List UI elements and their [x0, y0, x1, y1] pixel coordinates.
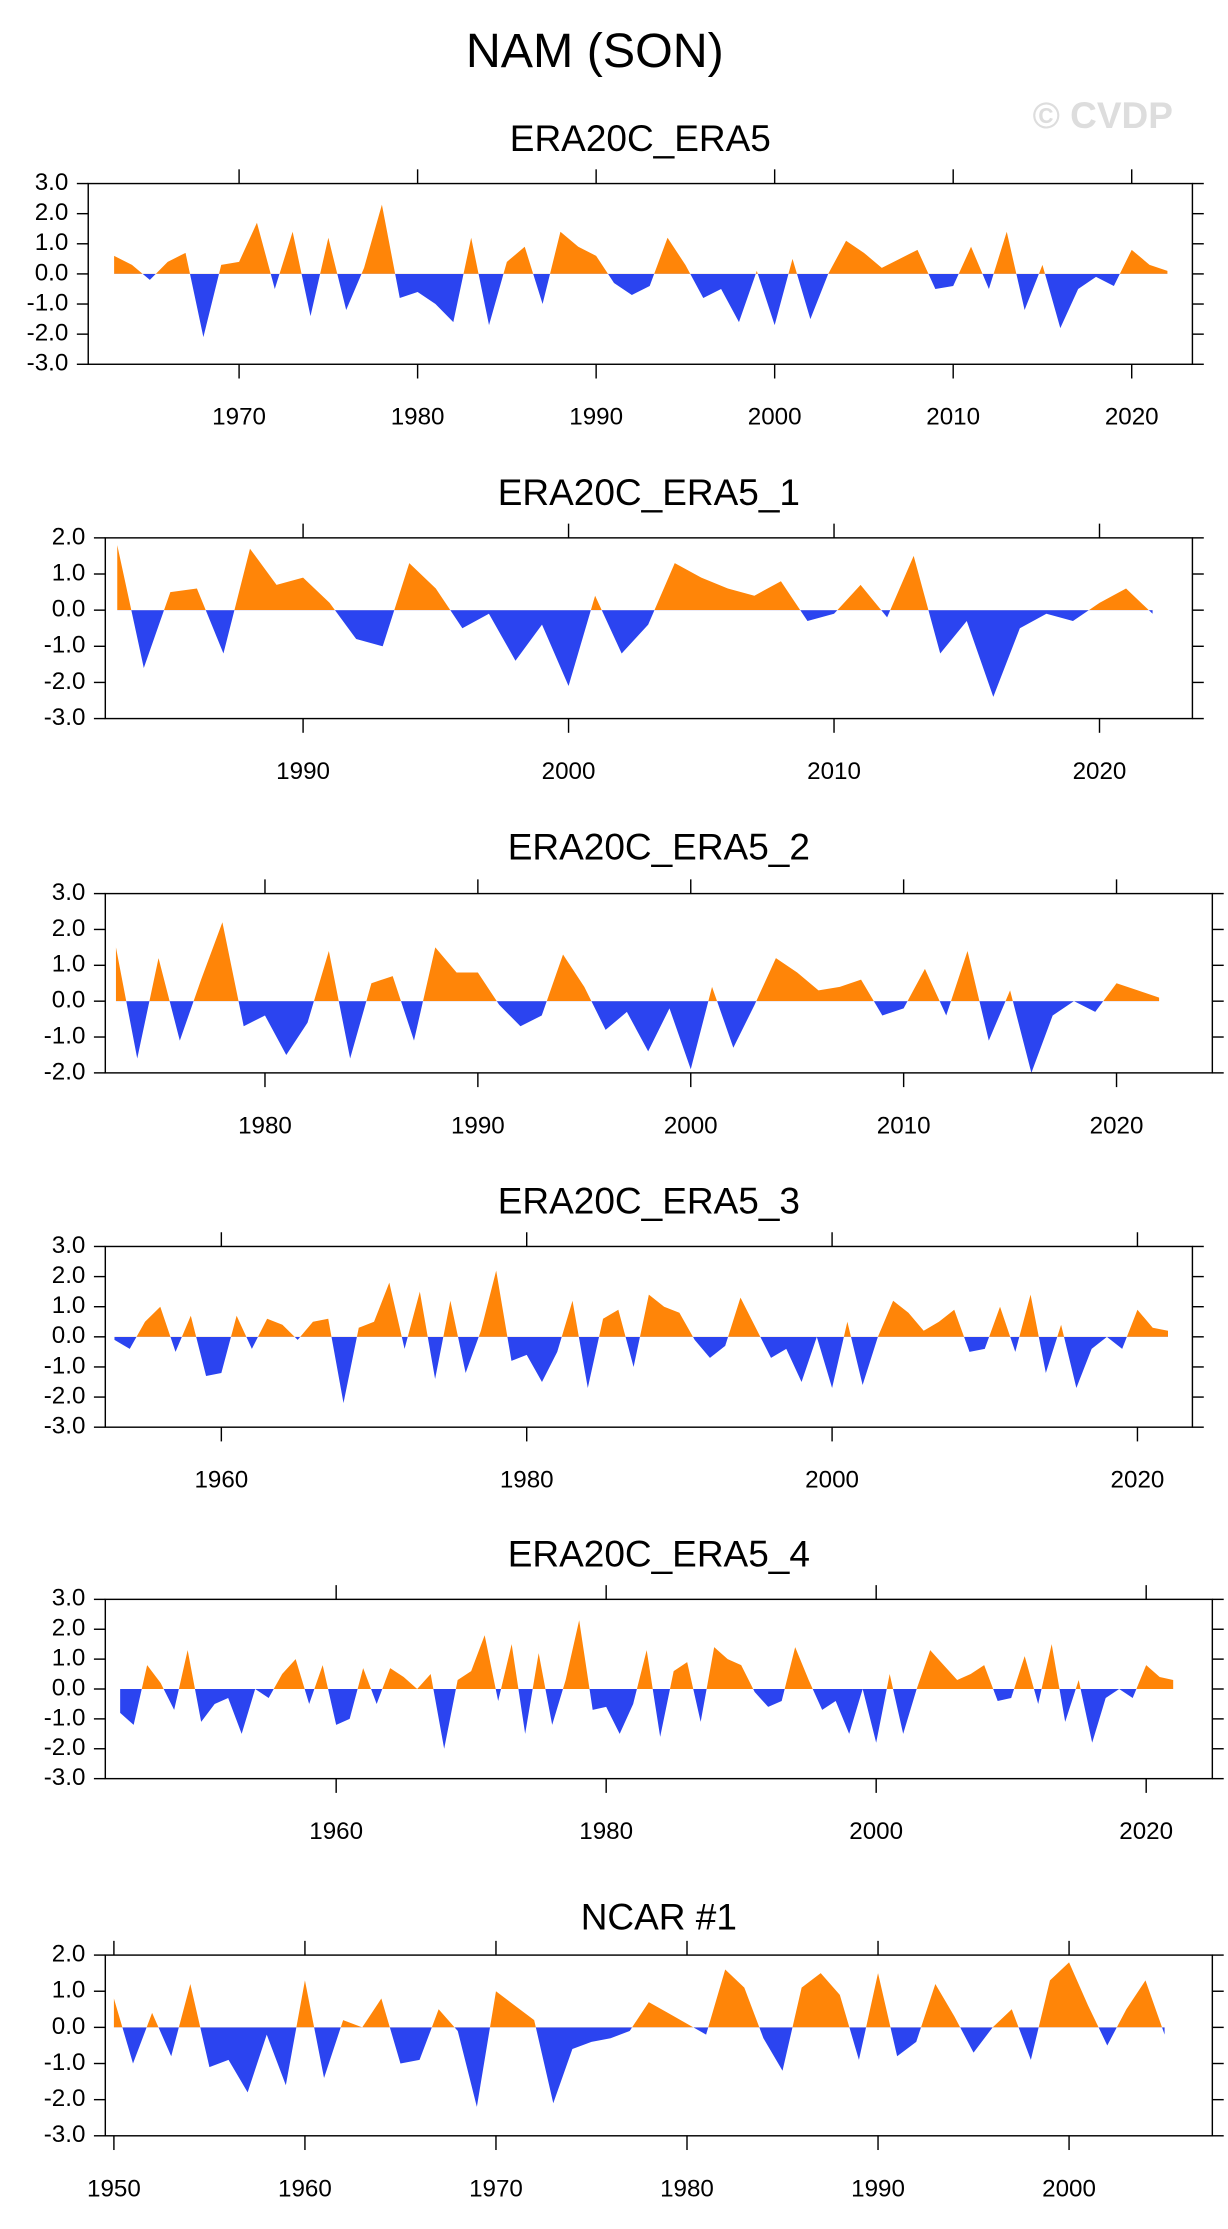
x-tick-label: 2020	[1105, 404, 1159, 431]
panel-title: ERA20C_ERA5_2	[508, 826, 810, 867]
y-tick-label: 0.0	[52, 1674, 86, 1701]
area-above	[114, 1270, 1168, 1337]
y-tick-label: 3.0	[52, 1232, 86, 1259]
y-tick-label: -1.0	[44, 1352, 86, 1379]
y-tick-label: -3.0	[44, 1413, 86, 1440]
y-tick-label: 3.0	[52, 879, 86, 906]
y-tick-label: -1.0	[44, 2049, 86, 2076]
x-tick-label: 2020	[1073, 758, 1127, 785]
x-tick-label: 2000	[748, 404, 802, 431]
y-tick-label: 0.0	[52, 596, 86, 623]
y-tick-label: -1.0	[27, 289, 69, 316]
y-tick-label: -3.0	[27, 350, 69, 377]
y-tick-label: 1.0	[52, 1292, 86, 1319]
watermark: © CVDP	[1033, 95, 1173, 136]
x-tick-label: 2010	[877, 1112, 931, 1139]
y-tick-label: 1.0	[52, 951, 86, 978]
y-tick-label: 1.0	[52, 559, 86, 586]
y-tick-label: 2.0	[52, 523, 86, 550]
x-tick-label: 1960	[194, 1467, 248, 1494]
plot-frame	[104, 537, 1194, 720]
y-tick-label: -3.0	[44, 1764, 86, 1791]
y-tick-label: 0.0	[52, 987, 86, 1014]
y-tick-label: 1.0	[35, 229, 69, 256]
area-above	[120, 1620, 1174, 1690]
area-below	[114, 1336, 1168, 1404]
panel-title: NCAR #1	[581, 1896, 737, 1937]
x-tick-label: 1980	[238, 1112, 292, 1139]
y-tick-label: -1.0	[44, 1022, 86, 1049]
x-tick-label: 2010	[807, 758, 861, 785]
area-below	[115, 1001, 1160, 1073]
y-tick-label: -2.0	[44, 1734, 86, 1761]
figure-title: NAM (SON)	[466, 24, 724, 78]
plot-frame	[104, 1954, 1214, 2137]
y-tick-label: 0.0	[52, 1322, 86, 1349]
panel-title: ERA20C_ERA5_3	[498, 1181, 800, 1222]
x-tick-label: 1980	[391, 404, 445, 431]
y-tick-label: -2.0	[44, 1382, 86, 1409]
area-above	[114, 204, 1168, 274]
y-tick-label: 3.0	[52, 1585, 86, 1612]
x-tick-label: 2010	[926, 404, 980, 431]
x-tick-label: 2000	[805, 1467, 859, 1494]
y-tick-label: 2.0	[52, 915, 86, 942]
panel-title: ERA20C_ERA5_1	[498, 472, 800, 513]
x-tick-label: 2000	[849, 1818, 903, 1845]
panel-title: ERA20C_ERA5_4	[508, 1534, 810, 1575]
x-tick-label: 2020	[1119, 1818, 1173, 1845]
x-tick-label: 2020	[1111, 1467, 1165, 1494]
area-above	[115, 922, 1160, 1002]
area-below	[122, 2027, 1165, 2107]
y-tick-label: 1.0	[52, 1977, 86, 2004]
panel-title: ERA20C_ERA5	[510, 118, 771, 159]
x-tick-label: 1980	[579, 1818, 633, 1845]
y-tick-label: 2.0	[52, 1615, 86, 1642]
y-tick-label: -2.0	[44, 2085, 86, 2112]
area-below	[117, 610, 1153, 697]
y-tick-label: 3.0	[35, 169, 69, 196]
x-tick-label: 2000	[664, 1112, 718, 1139]
x-tick-label: 2020	[1090, 1112, 1144, 1139]
y-tick-label: 0.0	[35, 259, 69, 286]
y-tick-label: 1.0	[52, 1645, 86, 1672]
y-tick-label: -2.0	[44, 668, 86, 695]
y-tick-label: -3.0	[44, 2121, 86, 2148]
x-tick-label: 1950	[87, 2175, 141, 2202]
y-tick-label: 2.0	[35, 199, 69, 226]
x-tick-label: 1970	[469, 2175, 523, 2202]
area-below	[114, 273, 1168, 338]
x-tick-label: 1980	[660, 2175, 714, 2202]
x-tick-label: 1990	[851, 2175, 905, 2202]
y-tick-label: 0.0	[52, 2013, 86, 2040]
x-tick-label: 2000	[1042, 2175, 1096, 2202]
x-tick-label: 1990	[451, 1112, 505, 1139]
area-above	[113, 1962, 1163, 2028]
y-tick-label: -3.0	[44, 704, 86, 731]
y-tick-label: -2.0	[27, 320, 69, 347]
y-tick-label: 2.0	[52, 1262, 86, 1289]
x-tick-label: 1960	[278, 2175, 332, 2202]
y-tick-label: 2.0	[52, 1940, 86, 1967]
x-tick-label: 1990	[569, 404, 623, 431]
x-tick-label: 1960	[309, 1818, 363, 1845]
y-tick-label: -1.0	[44, 632, 86, 659]
x-tick-label: 2000	[542, 758, 596, 785]
area-below	[120, 1689, 1174, 1749]
x-tick-label: 1980	[500, 1467, 554, 1494]
plot-frame	[104, 892, 1214, 1074]
y-tick-label: -2.0	[44, 1058, 86, 1085]
x-tick-label: 1990	[276, 758, 330, 785]
x-tick-label: 1970	[212, 404, 266, 431]
y-tick-label: -1.0	[44, 1704, 86, 1731]
